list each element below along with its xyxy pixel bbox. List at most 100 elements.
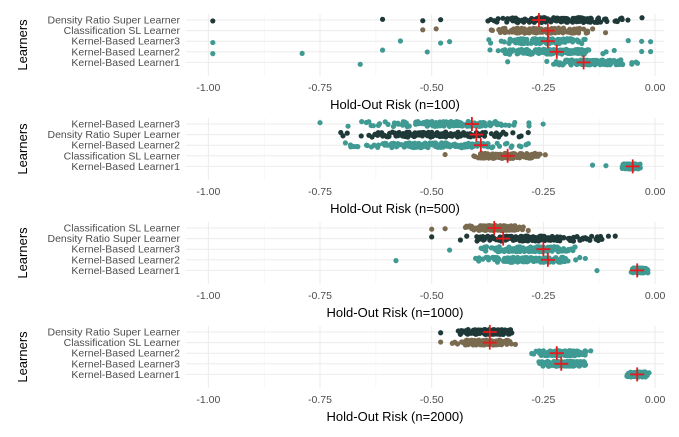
data-point xyxy=(471,330,477,336)
data-point xyxy=(426,142,432,149)
data-point xyxy=(525,227,531,234)
data-point xyxy=(511,227,517,233)
outlier-point xyxy=(639,38,645,44)
outlier-point xyxy=(505,59,511,65)
data-point xyxy=(385,121,391,127)
data-point xyxy=(523,142,529,148)
data-point xyxy=(602,59,609,65)
data-point xyxy=(503,131,509,137)
mean-marker xyxy=(536,242,551,257)
data-point xyxy=(593,60,600,66)
data-point xyxy=(520,37,527,43)
data-point xyxy=(531,256,538,262)
data-point xyxy=(396,121,402,127)
outlier-point xyxy=(438,40,444,46)
data-point xyxy=(519,227,526,233)
data-point xyxy=(625,17,631,23)
data-point xyxy=(449,340,455,346)
mean-marker xyxy=(500,148,515,163)
outlier-point xyxy=(299,50,305,57)
mean-marker xyxy=(630,263,645,278)
data-point xyxy=(422,120,428,127)
data-point xyxy=(487,47,493,53)
outlier-point xyxy=(317,120,323,126)
data-point xyxy=(582,235,588,241)
category-label: Kernel-Based Learner3 xyxy=(71,119,180,131)
data-point xyxy=(488,27,494,33)
x-tick-label: -0.75 xyxy=(308,394,332,406)
data-point xyxy=(481,237,487,243)
data-point xyxy=(482,123,489,129)
category-label: Density Ratio Super Learner xyxy=(48,233,181,245)
data-point xyxy=(519,233,525,240)
category-label: Kernel-Based Learner2 xyxy=(71,348,180,360)
data-point xyxy=(400,120,407,127)
outlier-point xyxy=(210,39,216,46)
data-point xyxy=(488,16,494,23)
data-point xyxy=(476,236,483,242)
data-point xyxy=(371,142,377,148)
mean-marker xyxy=(496,231,511,246)
data-point xyxy=(477,330,483,336)
data-point xyxy=(563,18,569,25)
data-point xyxy=(498,121,504,127)
data-point xyxy=(539,359,545,365)
x-tick-label: 0.00 xyxy=(645,186,666,198)
x-axis-title: Hold-Out Risk (n=500) xyxy=(330,201,460,216)
data-point xyxy=(516,47,522,53)
data-point xyxy=(619,15,625,21)
data-point xyxy=(516,244,523,251)
category-label: Kernel-Based Learner2 xyxy=(71,254,180,266)
category-label: Density Ratio Super Learner xyxy=(48,129,181,141)
x-tick-label: 0.00 xyxy=(645,290,666,302)
outlier-point xyxy=(429,234,435,240)
data-point xyxy=(512,37,518,43)
category-label: Kernel-Based Learner1 xyxy=(71,57,180,69)
y-axis-title: Learners xyxy=(15,19,30,71)
data-point xyxy=(561,28,567,34)
outlier-point xyxy=(438,339,444,345)
data-point xyxy=(462,144,468,150)
data-point xyxy=(560,62,566,68)
data-point xyxy=(348,144,354,150)
data-point xyxy=(436,132,442,139)
data-point xyxy=(504,255,511,261)
data-point xyxy=(567,358,573,364)
data-point xyxy=(393,144,400,150)
data-point xyxy=(375,142,382,148)
data-point xyxy=(490,245,496,251)
series-points xyxy=(420,25,609,36)
category-label: Classification SL Learner xyxy=(64,223,181,235)
mean-marker xyxy=(540,252,555,267)
data-point xyxy=(398,142,404,148)
data-point xyxy=(536,27,543,34)
category-label: Kernel-Based Learner3 xyxy=(71,244,180,256)
data-point xyxy=(518,133,524,139)
data-point xyxy=(512,341,519,347)
data-point xyxy=(581,36,587,43)
data-point xyxy=(570,348,577,354)
data-point xyxy=(486,255,492,261)
outlier-point xyxy=(429,226,435,232)
data-point xyxy=(592,19,598,25)
data-point xyxy=(488,235,494,242)
data-point xyxy=(617,58,623,65)
data-point xyxy=(509,143,515,149)
data-point xyxy=(571,362,578,369)
outlier-point xyxy=(446,247,453,253)
data-point xyxy=(577,358,584,365)
data-point xyxy=(582,348,588,354)
mean-marker xyxy=(549,346,564,361)
data-point xyxy=(556,29,562,36)
x-tick-label: -0.50 xyxy=(420,290,444,302)
data-point xyxy=(390,123,397,130)
data-point xyxy=(597,19,604,25)
data-point xyxy=(380,133,386,139)
data-point xyxy=(535,151,541,157)
data-point xyxy=(498,38,504,44)
outlier-point xyxy=(446,39,453,45)
data-point xyxy=(633,59,639,65)
